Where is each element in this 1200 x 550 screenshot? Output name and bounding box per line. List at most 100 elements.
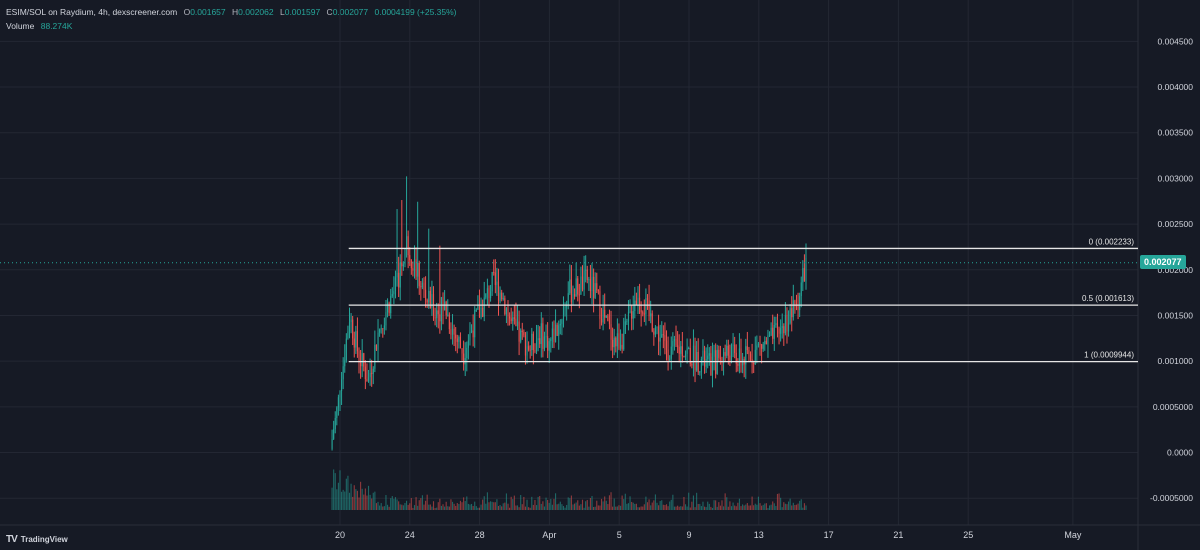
x-tick-label: 24 (405, 530, 415, 540)
volume-bar (645, 496, 647, 510)
candle-body (353, 338, 355, 348)
volume-bar (746, 503, 748, 510)
volume-bar (740, 506, 742, 510)
volume-bar (466, 496, 468, 510)
candle-body (700, 359, 702, 372)
volume-bar (654, 494, 656, 510)
candle-body (788, 322, 790, 332)
volume-bar (640, 506, 642, 510)
candle-body (786, 314, 788, 332)
price-axis[interactable]: 0.004500 0.004000 0.003500 0.003000 0.002500… (1150, 36, 1193, 503)
candle-body (762, 344, 764, 349)
candle-body (494, 272, 496, 285)
candles[interactable] (331, 176, 807, 451)
candle-body (369, 372, 371, 378)
volume-bar (566, 504, 568, 510)
candle-body (391, 294, 393, 297)
candle-body (664, 335, 666, 341)
volume-bar (770, 504, 772, 510)
candle-body (477, 306, 479, 310)
candle-body (646, 298, 649, 301)
candle-body (382, 328, 384, 330)
volume-bar (390, 498, 392, 510)
volume-bar (477, 507, 479, 510)
volume-bar (658, 505, 660, 510)
volume-bar (778, 493, 780, 510)
volume-bar (369, 494, 371, 510)
volume-bar (643, 504, 645, 510)
candle-body (566, 305, 568, 307)
candle-body (539, 338, 541, 344)
volume-bar (475, 506, 477, 510)
volume-bar (659, 501, 661, 510)
fib-level-label: 0.5 (0.001613) (1082, 294, 1134, 303)
candle-body (475, 309, 477, 311)
fib-retracement[interactable]: 0 (0.002233) 0.5 (0.001613) 1 (0.0009944) (0, 237, 1138, 363)
candle-body (496, 281, 498, 285)
volume-bar (802, 507, 804, 510)
volume-bar (339, 470, 341, 510)
volume-bar (732, 502, 734, 510)
volume-bar (791, 505, 793, 510)
volume-bar (558, 503, 560, 510)
candle-body (548, 341, 550, 351)
volume-bar (756, 504, 758, 510)
volume-bar (410, 498, 412, 510)
candle-body (339, 391, 341, 398)
volume-bar (331, 487, 333, 510)
candle-body (626, 321, 628, 323)
candle-body (772, 327, 774, 339)
volume-bar (713, 500, 715, 510)
x-tick-label: 21 (893, 530, 903, 540)
volume-bar (656, 502, 658, 510)
candle-body (445, 301, 447, 316)
volume-bar (499, 505, 501, 510)
candle-body (703, 350, 706, 367)
pair-title: ESIM/SOL on Raydium, 4h, dexscreener.com (6, 7, 178, 17)
volume-bar (440, 505, 442, 510)
volume-bar (539, 496, 541, 510)
volume-bar (646, 502, 649, 510)
time-axis[interactable]: 20 24 28 Apr 5 9 13 17 21 25 May (335, 530, 1082, 540)
candle-body (797, 306, 799, 311)
candle-body (337, 397, 339, 408)
candle-body (413, 259, 416, 271)
candle-body (656, 326, 658, 328)
volume-bar (507, 503, 509, 510)
volume-bar (803, 503, 805, 510)
candle-body (707, 355, 709, 360)
candle-body (524, 335, 526, 356)
candle-body (459, 337, 462, 349)
candle-body (575, 278, 577, 297)
volume-bar (677, 505, 679, 510)
volume-bar (776, 493, 779, 510)
volume-bar (559, 501, 561, 510)
current-price-badge: 0.002077 (1140, 254, 1186, 269)
volume-bar (586, 499, 588, 510)
volume-bar (757, 496, 759, 510)
volume-bar (434, 508, 436, 510)
volume-bar (735, 506, 737, 510)
candle-body (372, 368, 374, 374)
candle-body (702, 350, 704, 360)
volume-bar (388, 506, 390, 510)
volume-bar (578, 505, 580, 510)
candle-body (689, 347, 691, 364)
candle-body (453, 328, 455, 335)
candle-body (409, 255, 411, 261)
candle-body (683, 356, 685, 358)
volume-bar (718, 502, 720, 510)
candle-body (681, 346, 683, 357)
close-value: 0.002077 (332, 7, 369, 17)
candle-body (578, 294, 580, 296)
volume-bar (724, 493, 726, 510)
open-label: O (183, 7, 191, 17)
volume-bar (399, 504, 401, 510)
candle-body (692, 345, 695, 366)
tradingview-logo[interactable]: TV TradingView (6, 534, 68, 545)
candle-body (654, 327, 656, 335)
volume-bar (629, 496, 631, 510)
candle-body (637, 297, 639, 306)
candle-body (334, 418, 336, 430)
